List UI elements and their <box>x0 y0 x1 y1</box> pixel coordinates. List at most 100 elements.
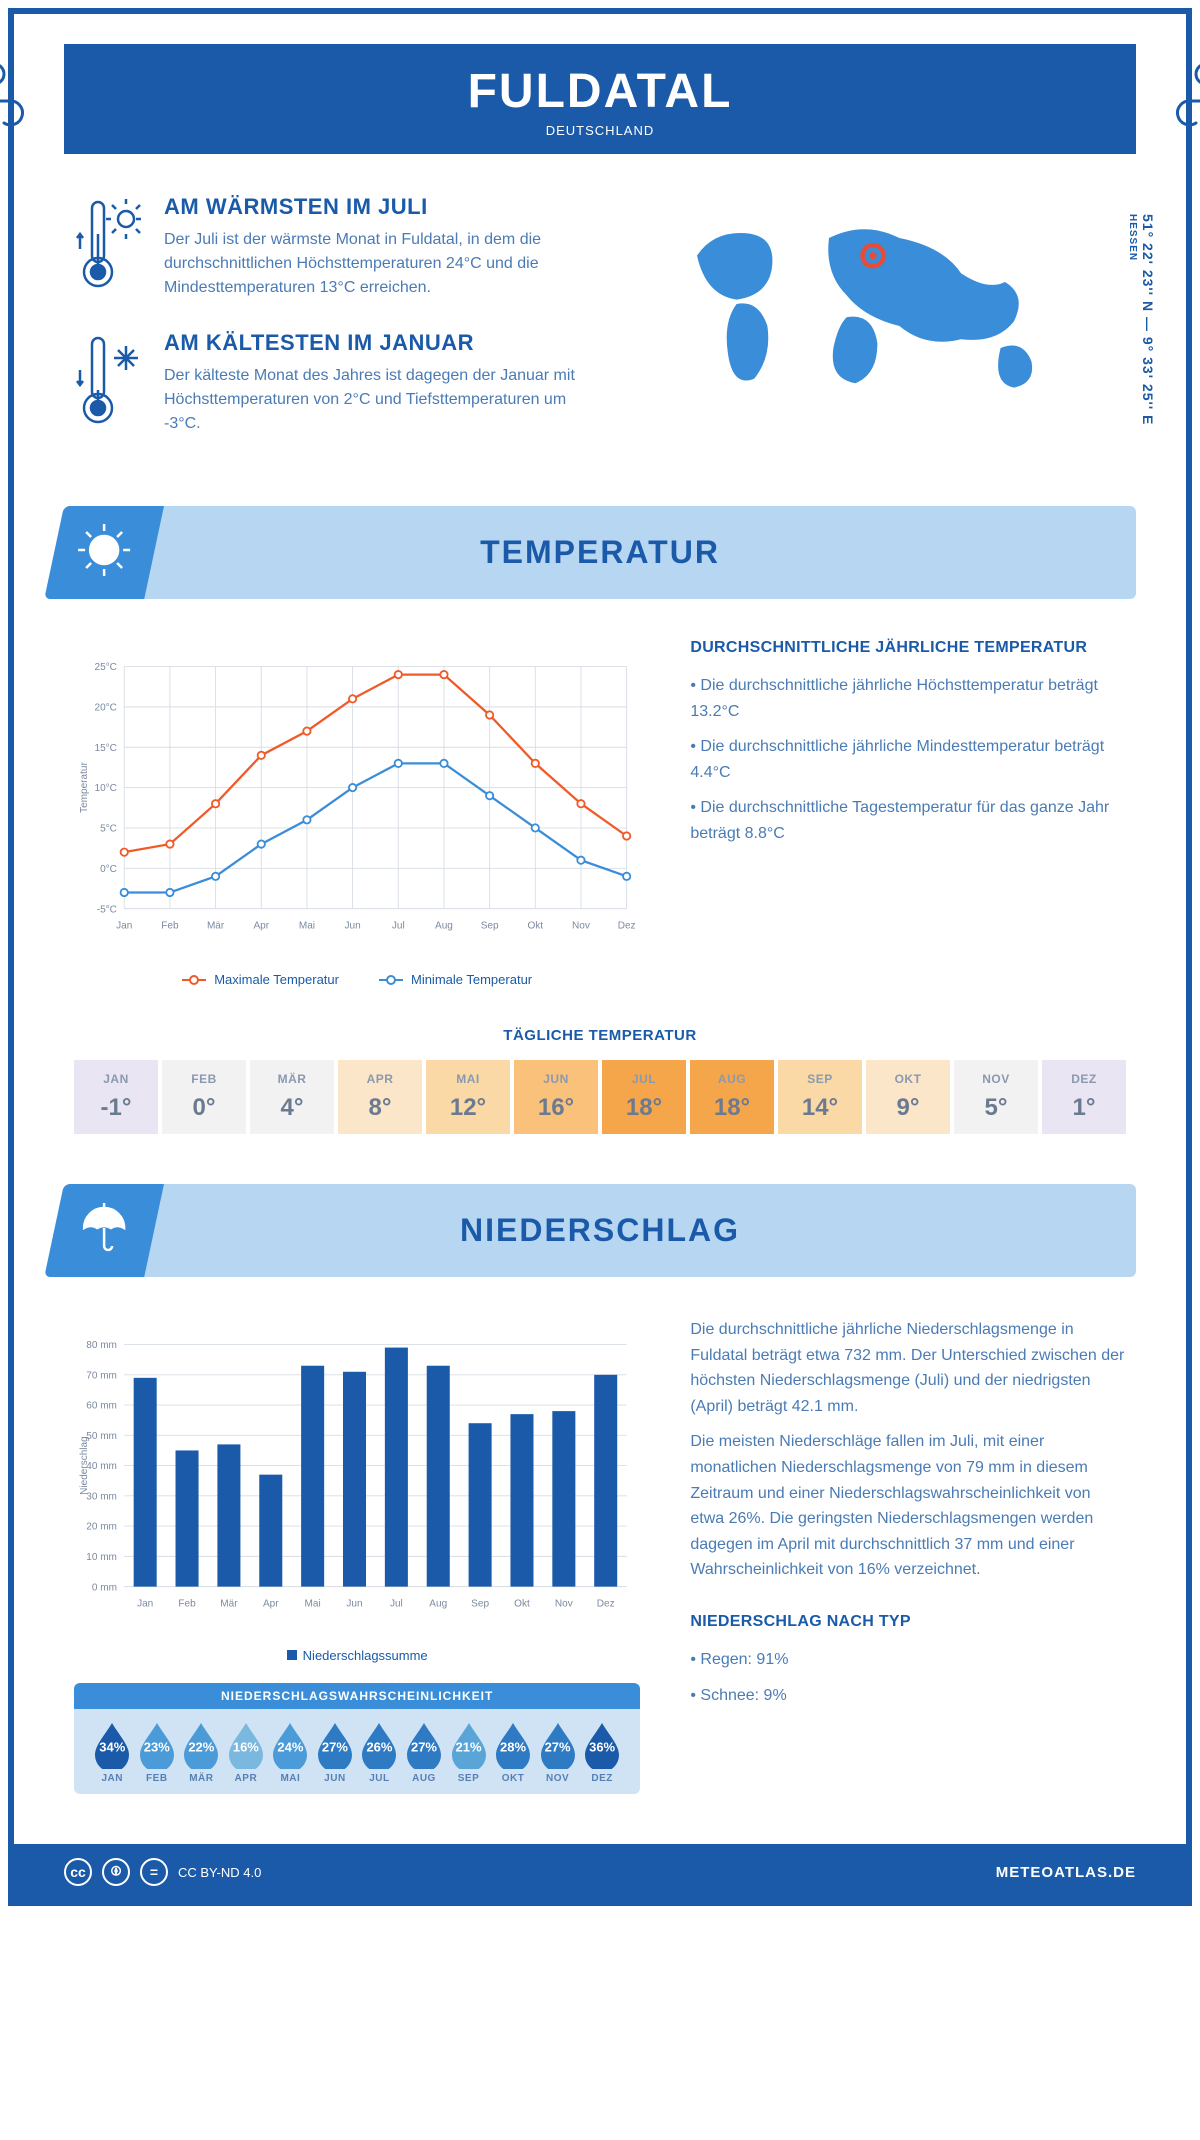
svg-text:50 mm: 50 mm <box>86 1431 117 1442</box>
page-header: FULDATAL DEUTSCHLAND <box>64 44 1136 154</box>
svg-text:Sep: Sep <box>471 1599 489 1610</box>
world-map <box>620 194 1126 414</box>
thermometer-sun-icon <box>74 194 144 300</box>
svg-text:Jun: Jun <box>346 1599 362 1610</box>
svg-text:Okt: Okt <box>527 921 543 932</box>
svg-text:0°C: 0°C <box>100 864 117 875</box>
daily-temp-cell: MÄR4° <box>250 1060 334 1134</box>
temperature-banner: TEMPERATUR <box>64 506 1136 599</box>
location-title: FULDATAL <box>64 64 1136 119</box>
daily-temp-cell: JAN-1° <box>74 1060 158 1134</box>
daily-temp-cell: SEP14° <box>778 1060 862 1134</box>
precip-chart-legend: Niederschlagssumme <box>74 1648 640 1663</box>
svg-text:Mär: Mär <box>220 1599 238 1610</box>
svg-text:Mär: Mär <box>207 921 225 932</box>
precip-prob-drop: 27%AUG <box>402 1721 447 1784</box>
nd-icon: = <box>140 1858 168 1886</box>
country-label: DEUTSCHLAND <box>64 123 1136 138</box>
svg-text:Jun: Jun <box>345 921 361 932</box>
svg-text:20°C: 20°C <box>95 703 117 714</box>
precip-prob-drop: 21%SEP <box>446 1721 491 1784</box>
svg-text:70 mm: 70 mm <box>86 1370 117 1381</box>
svg-text:Nov: Nov <box>555 1599 573 1610</box>
daily-temp-grid: JAN-1°FEB0°MÄR4°APR8°MAI12°JUN16°JUL18°A… <box>74 1060 1126 1134</box>
svg-text:Niederschlag: Niederschlag <box>79 1436 90 1495</box>
warmest-title: AM WÄRMSTEN IM JULI <box>164 194 580 220</box>
by-icon: 🅯 <box>102 1858 130 1886</box>
daily-temp-cell: FEB0° <box>162 1060 246 1134</box>
daily-temp-cell: APR8° <box>338 1060 422 1134</box>
daily-temp-cell: NOV5° <box>954 1060 1038 1134</box>
wind-icon <box>0 59 44 139</box>
daily-temp-cell: MAI12° <box>426 1060 510 1134</box>
svg-text:Aug: Aug <box>429 1599 447 1610</box>
precip-prob-drop: 27%NOV <box>535 1721 580 1784</box>
svg-text:Jul: Jul <box>390 1599 403 1610</box>
coldest-title: AM KÄLTESTEN IM JANUAR <box>164 330 580 356</box>
daily-temp-cell: DEZ1° <box>1042 1060 1126 1134</box>
precip-prob-drop: 36%DEZ <box>580 1721 625 1784</box>
svg-text:Okt: Okt <box>514 1599 530 1610</box>
precip-prob-drop: 27%JUN <box>313 1721 358 1784</box>
svg-text:5°C: 5°C <box>100 824 117 835</box>
precip-prob-drop: 24%MAI <box>268 1721 313 1784</box>
svg-text:60 mm: 60 mm <box>86 1401 117 1412</box>
precip-prob-drop: 26%JUL <box>357 1721 402 1784</box>
daily-temp-cell: JUL18° <box>602 1060 686 1134</box>
precipitation-bar-chart: 0 mm10 mm20 mm30 mm40 mm50 mm60 mm70 mm8… <box>74 1317 640 1637</box>
svg-text:Jan: Jan <box>137 1599 153 1610</box>
precip-type-bullets: Regen: 91%Schnee: 9% <box>690 1647 1126 1708</box>
coldest-text: Der kälteste Monat des Jahres ist dagege… <box>164 364 580 436</box>
precip-text-1: Die durchschnittliche jährliche Niedersc… <box>690 1317 1126 1419</box>
temperature-line-chart: -5°C 0°C 5°C 10°C 15°C 20°C 25°C Jan Feb Mär Apr Ma… <box>74 639 640 959</box>
svg-text:40 mm: 40 mm <box>86 1461 117 1472</box>
precip-prob-drop: 23%FEB <box>135 1721 180 1784</box>
precip-prob-drop: 34%JAN <box>90 1721 135 1784</box>
page-footer: cc 🅯 = CC BY-ND 4.0 METEOATLAS.DE <box>14 1844 1186 1900</box>
svg-text:Apr: Apr <box>263 1599 279 1610</box>
license-label: CC BY-ND 4.0 <box>178 1865 261 1880</box>
svg-text:Dez: Dez <box>597 1599 615 1610</box>
svg-text:10 mm: 10 mm <box>86 1552 117 1563</box>
svg-text:10°C: 10°C <box>95 783 117 794</box>
svg-text:Sep: Sep <box>481 921 499 932</box>
svg-text:20 mm: 20 mm <box>86 1522 117 1533</box>
daily-temp-cell: AUG18° <box>690 1060 774 1134</box>
temp-desc-title: DURCHSCHNITTLICHE JÄHRLICHE TEMPERATUR <box>690 639 1126 657</box>
coldest-fact: AM KÄLTESTEN IM JANUAR Der kälteste Mona… <box>74 330 580 436</box>
wind-icon <box>1156 59 1200 139</box>
precip-prob-drop: 16%APR <box>224 1721 269 1784</box>
precip-probability-box: NIEDERSCHLAGSWAHRSCHEINLICHKEIT 34%JAN23… <box>74 1683 640 1794</box>
daily-temp-cell: JUN16° <box>514 1060 598 1134</box>
precip-prob-drop: 22%MÄR <box>179 1721 224 1784</box>
svg-text:Feb: Feb <box>161 921 179 932</box>
daily-temp-cell: OKT9° <box>866 1060 950 1134</box>
temp-chart-legend: Maximale Temperatur Minimale Temperatur <box>74 972 640 987</box>
precipitation-banner: NIEDERSCHLAG <box>64 1184 1136 1277</box>
daily-temp-title: TÄGLICHE TEMPERATUR <box>74 1027 1126 1044</box>
precip-prob-drop: 28%OKT <box>491 1721 536 1784</box>
site-label: METEOATLAS.DE <box>996 1864 1136 1881</box>
precip-text-2: Die meisten Niederschläge fallen im Juli… <box>690 1429 1126 1583</box>
svg-text:Mai: Mai <box>299 921 315 932</box>
svg-text:Mai: Mai <box>305 1599 321 1610</box>
svg-text:Feb: Feb <box>178 1599 196 1610</box>
svg-text:25°C: 25°C <box>95 662 117 673</box>
thermometer-snow-icon <box>74 330 144 436</box>
sun-icon <box>74 520 134 585</box>
svg-text:80 mm: 80 mm <box>86 1340 117 1351</box>
svg-text:Apr: Apr <box>253 921 269 932</box>
svg-text:Temperatur: Temperatur <box>79 762 90 813</box>
coordinates: 51° 22' 23'' N — 9° 33' 25'' E HESSEN <box>1124 214 1156 466</box>
svg-text:-5°C: -5°C <box>97 904 117 915</box>
svg-text:Nov: Nov <box>572 921 590 932</box>
svg-text:0 mm: 0 mm <box>92 1582 117 1593</box>
svg-text:Aug: Aug <box>435 921 453 932</box>
temp-desc-bullets: Die durchschnittliche jährliche Höchstte… <box>690 673 1126 847</box>
precip-type-title: NIEDERSCHLAG NACH TYP <box>690 1613 1126 1631</box>
umbrella-icon <box>74 1198 134 1263</box>
warmest-fact: AM WÄRMSTEN IM JULI Der Juli ist der wär… <box>74 194 580 300</box>
warmest-text: Der Juli ist der wärmste Monat in Fuldat… <box>164 228 580 300</box>
svg-text:15°C: 15°C <box>95 743 117 754</box>
svg-text:Jan: Jan <box>116 921 132 932</box>
